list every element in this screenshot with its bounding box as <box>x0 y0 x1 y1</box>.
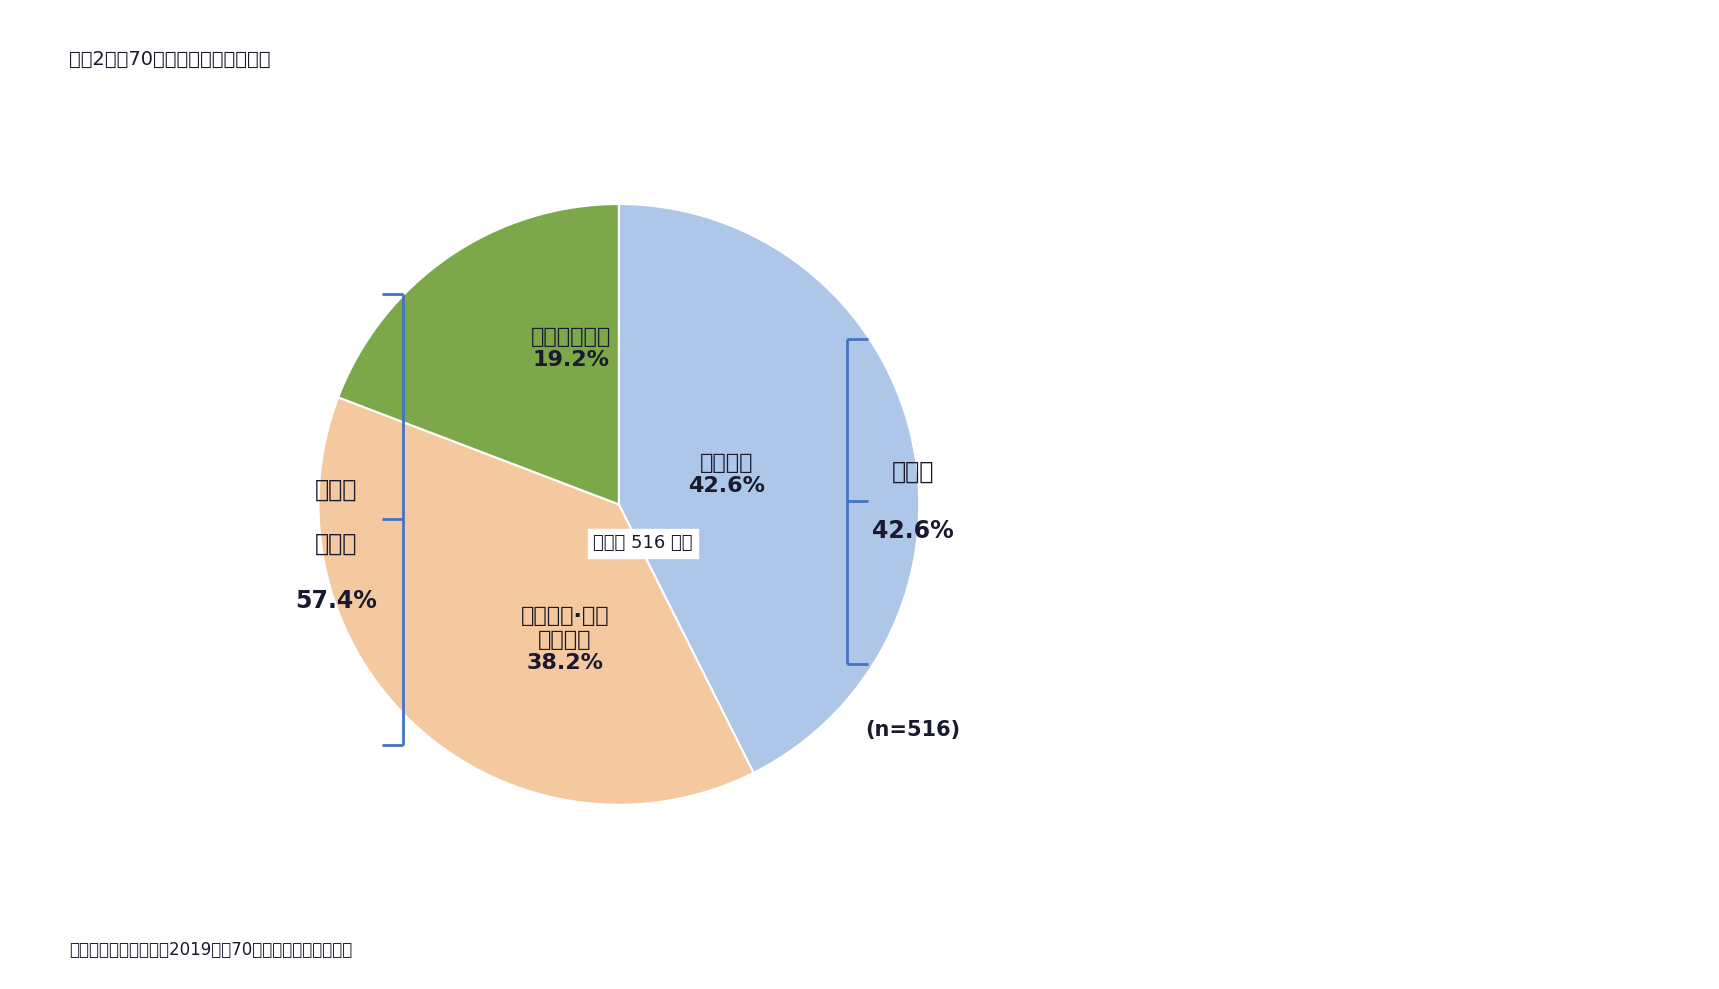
Text: 歓迎する
42.6%: 歓迎する 42.6% <box>689 453 765 495</box>
Wedge shape <box>619 204 920 772</box>
Text: 42.6%: 42.6% <box>872 519 954 543</box>
Text: 歓迎派: 歓迎派 <box>892 459 935 484</box>
Text: 歓迎できない
19.2%: 歓迎できない 19.2% <box>531 326 610 370</box>
Text: とまどい·困惑
を感じる
38.2%: とまどい·困惑 を感じる 38.2% <box>521 606 609 673</box>
Text: 歓迎派: 歓迎派 <box>315 531 358 556</box>
Text: (n=516): (n=516) <box>866 720 961 740</box>
Text: アンチ: アンチ <box>315 478 358 501</box>
Text: （対象 516 人）: （対象 516 人） <box>593 534 693 553</box>
Wedge shape <box>339 204 619 504</box>
Wedge shape <box>318 398 753 805</box>
Text: 57.4%: 57.4% <box>296 588 378 612</box>
Text: 資料）定年後研究所（2019）「70歳定年に関する調査」: 資料）定年後研究所（2019）「70歳定年に関する調査」 <box>69 942 352 959</box>
Text: 図表2　「70歳定年」に対する意見: 図表2 「70歳定年」に対する意見 <box>69 49 270 68</box>
